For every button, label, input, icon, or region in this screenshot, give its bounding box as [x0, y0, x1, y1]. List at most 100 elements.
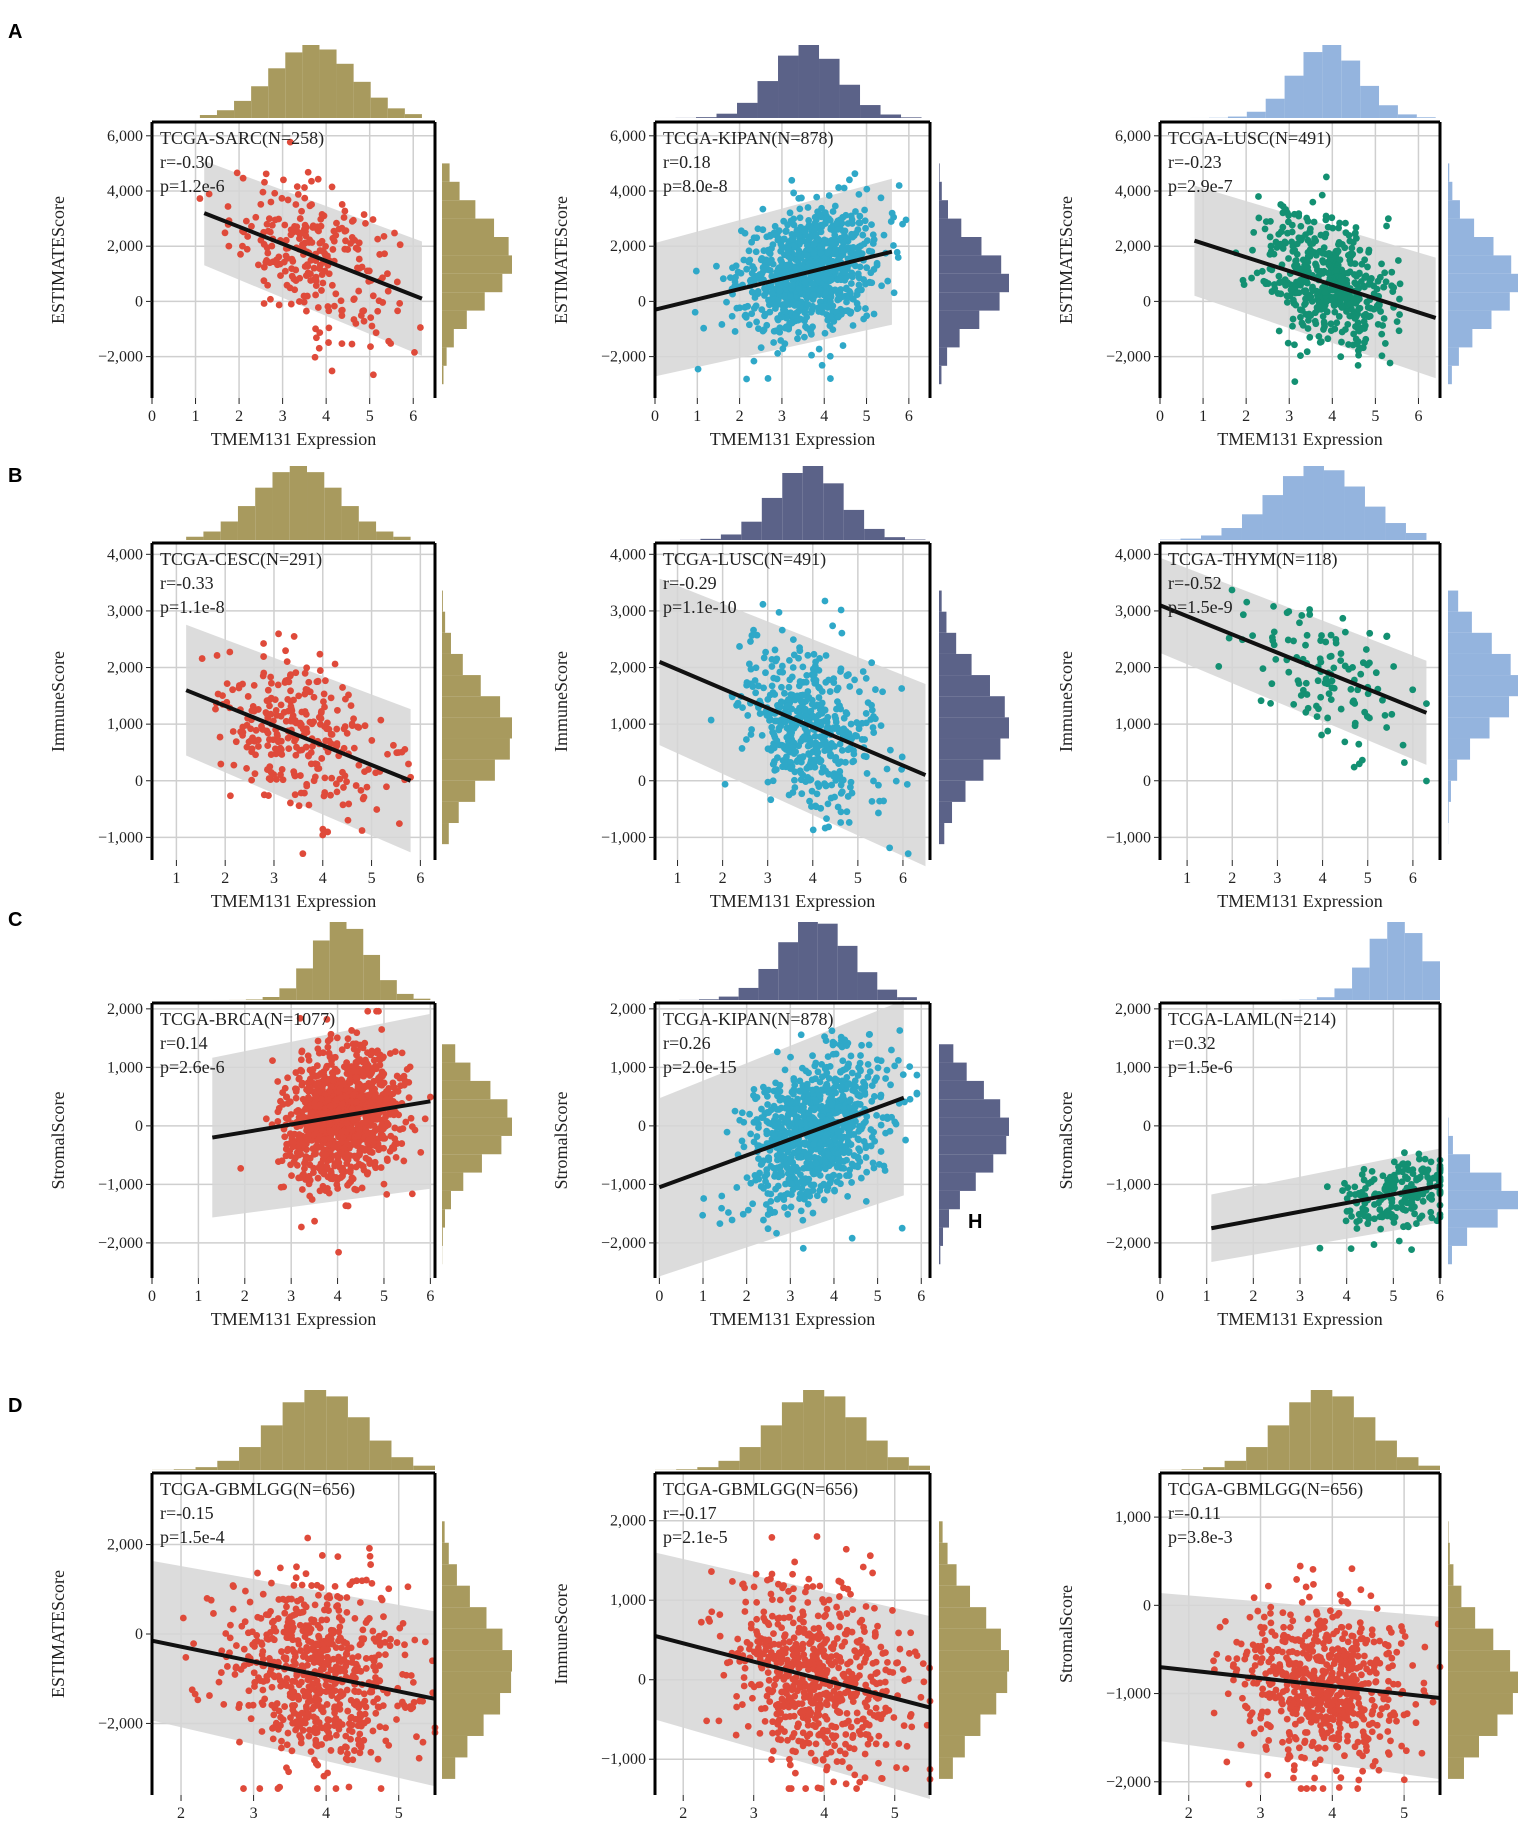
- data-point: [1309, 198, 1317, 206]
- histogram-bar: [1448, 717, 1490, 739]
- data-point: [793, 1098, 801, 1106]
- data-point: [271, 696, 279, 704]
- data-point: [868, 797, 876, 805]
- data-point: [776, 1087, 784, 1095]
- data-point: [1384, 215, 1392, 223]
- data-point: [1284, 636, 1292, 644]
- data-point: [1328, 296, 1336, 304]
- data-point: [262, 1115, 270, 1123]
- data-point: [826, 1062, 834, 1070]
- data-point: [779, 742, 787, 749]
- data-point: [777, 722, 785, 730]
- data-point: [813, 790, 821, 798]
- data-point: [1355, 740, 1363, 748]
- data-point: [856, 263, 864, 271]
- data-point: [807, 329, 815, 337]
- data-point: [733, 1184, 741, 1191]
- data-point: [821, 209, 829, 217]
- data-point: [783, 1116, 790, 1124]
- data-point: [318, 755, 326, 762]
- data-point: [1303, 214, 1311, 222]
- y-tick-label: 6,000: [107, 128, 143, 145]
- data-point: [783, 262, 790, 269]
- data-point: [854, 270, 862, 278]
- data-point: [1297, 352, 1304, 360]
- histogram-bar: [353, 81, 371, 118]
- x-tick-label: 6: [1414, 408, 1422, 425]
- data-point: [802, 778, 810, 786]
- data-point: [360, 211, 368, 218]
- data-point: [825, 676, 832, 684]
- histogram-bar: [285, 52, 303, 118]
- data-point: [320, 690, 328, 698]
- histogram-bar: [905, 539, 926, 540]
- data-point: [364, 1169, 372, 1177]
- data-point: [873, 259, 881, 267]
- data-point: [311, 773, 319, 781]
- histogram-bar: [939, 801, 953, 824]
- y-tick-label: 0: [135, 773, 143, 790]
- x-tick-label: 4: [319, 870, 327, 887]
- histogram-bar: [442, 181, 460, 201]
- data-point: [836, 275, 843, 283]
- data-point: [288, 715, 296, 723]
- data-point: [846, 1097, 854, 1105]
- data-point: [257, 200, 265, 208]
- histogram-bar: [737, 102, 758, 118]
- histogram-bar: [442, 365, 444, 385]
- data-point: [324, 1185, 331, 1192]
- data-point: [348, 340, 356, 348]
- data-point: [291, 1130, 299, 1138]
- data-point: [840, 184, 848, 192]
- data-point: [811, 679, 819, 687]
- histogram-bar: [939, 200, 948, 219]
- data-point: [1317, 637, 1325, 644]
- data-point: [271, 216, 279, 224]
- data-point: [787, 255, 794, 262]
- data-point: [281, 1084, 289, 1092]
- data-point: [854, 1163, 862, 1171]
- data-point: [334, 706, 341, 714]
- data-point: [279, 776, 287, 784]
- data-point: [854, 226, 862, 234]
- data-point: [810, 240, 818, 248]
- data-point: [1317, 693, 1325, 701]
- data-point: [294, 1106, 302, 1114]
- data-point: [868, 221, 875, 229]
- data-point: [791, 784, 799, 791]
- data-point: [319, 825, 327, 833]
- data-point: [761, 292, 768, 299]
- data-point: [838, 629, 846, 637]
- data-point: [760, 1216, 767, 1224]
- data-point: [821, 780, 828, 788]
- histogram-bar: [864, 528, 885, 540]
- data-point: [801, 309, 809, 316]
- y-tick-label: 2,000: [1115, 660, 1151, 677]
- data-point: [1346, 312, 1354, 320]
- data-point: [252, 213, 260, 221]
- data-point: [325, 339, 332, 346]
- x-tick-label: 6: [899, 870, 907, 887]
- data-point: [797, 1031, 805, 1039]
- data-point: [341, 772, 349, 780]
- data-point: [239, 680, 246, 688]
- data-point: [848, 220, 856, 227]
- data-point: [286, 284, 294, 292]
- data-point: [363, 783, 371, 791]
- data-point: [847, 280, 855, 287]
- histogram-bar: [1448, 738, 1471, 760]
- x-tick-label: 2: [1228, 870, 1236, 887]
- data-point: [716, 1220, 724, 1227]
- data-point: [288, 707, 296, 715]
- data-point: [781, 307, 789, 315]
- data-point: [1253, 269, 1261, 277]
- histogram-bar: [1448, 310, 1492, 329]
- data-point: [726, 274, 734, 282]
- histogram-bar: [939, 181, 942, 201]
- data-point: [275, 301, 283, 309]
- histogram-bar: [939, 590, 942, 612]
- data-point: [752, 664, 760, 672]
- data-point: [1262, 218, 1270, 226]
- data-point: [1353, 340, 1361, 348]
- data-point: [338, 340, 346, 348]
